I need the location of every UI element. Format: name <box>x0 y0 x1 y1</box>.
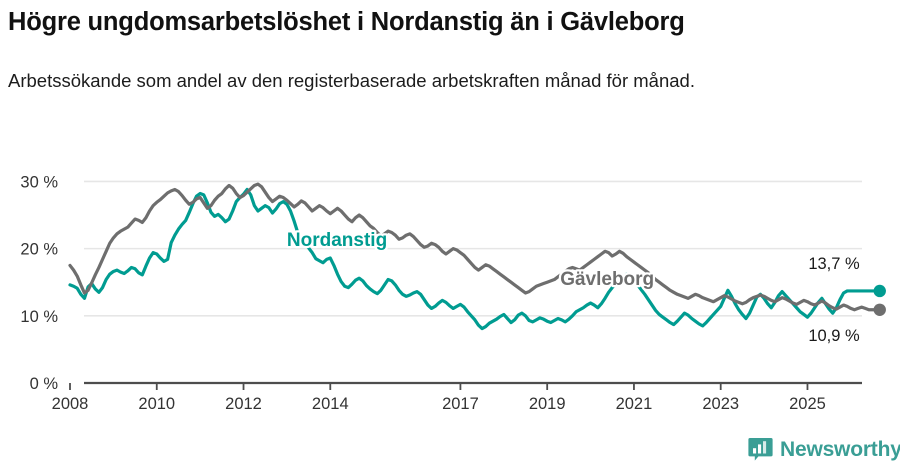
series-label-halo: Nordanstig <box>287 230 387 251</box>
x-axis <box>69 381 862 390</box>
y-axis-tick-label: 30 % <box>20 173 58 191</box>
y-axis-labels: 0 % 10 % 20 % 30 % <box>20 173 58 393</box>
series-line-gävleborg <box>68 182 882 312</box>
x-axis-tick-label: 2025 <box>789 395 826 413</box>
x-axis-tick-label: 2008 <box>52 395 89 413</box>
x-axis-tick-label: 2021 <box>616 395 653 413</box>
series-lines <box>68 182 882 331</box>
newsworthy-logo[interactable]: Newsworthy <box>748 437 900 462</box>
page-subtitle: Arbetssökande som andel av den registerb… <box>8 70 695 91</box>
x-axis-tick-label: 2019 <box>529 395 566 413</box>
endpoint-dot-nordanstig <box>873 284 886 298</box>
logo-wordmark: Newsworthy <box>780 437 900 461</box>
endpoint-dot-gävleborg <box>873 303 886 316</box>
page-title: Högre ungdomsarbetslöshet i Nordanstig ä… <box>8 8 685 36</box>
x-axis-tick-label: 2012 <box>225 395 262 413</box>
series-label-halo: Gävleborg <box>560 269 654 290</box>
y-axis-tick-label: 10 % <box>20 308 58 326</box>
series-value-labels: 13,7 % 10,9 % <box>808 255 860 345</box>
series-label-nordanstig: Nordanstig <box>287 230 387 251</box>
x-axis-tick-label: 2010 <box>138 395 175 413</box>
series-label-gävleborg: Gävleborg <box>560 269 654 290</box>
x-axis-labels: 2008 2010 2012 2014 2017 2019 2021 2023 2025 <box>52 395 826 413</box>
y-axis-tick-label: 20 % <box>20 241 58 259</box>
gavleborg-end-value: 10,9 % <box>808 327 860 345</box>
y-axis-tick-label: 0 % <box>30 375 59 393</box>
series-line-nordanstig <box>68 187 882 331</box>
gridlines <box>84 180 862 317</box>
bar-chart-bubble-icon <box>748 437 773 462</box>
series-endpoints <box>873 284 886 316</box>
x-axis-tick-label: 2014 <box>312 395 349 413</box>
x-axis-tick-label: 2023 <box>702 395 739 413</box>
x-axis-tick-label: 2017 <box>442 395 479 413</box>
nordanstig-end-value: 13,7 % <box>808 255 860 273</box>
